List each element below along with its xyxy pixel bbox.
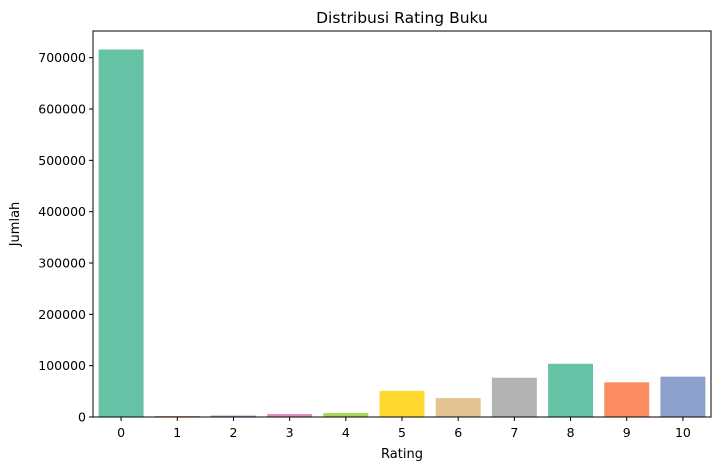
bar-rating-8 [548, 363, 594, 417]
bar-rating-4 [323, 413, 369, 417]
y-tick-label: 100000 [38, 358, 86, 373]
y-tick-label: 600000 [38, 102, 86, 117]
bar-rating-5 [379, 390, 425, 417]
y-tick-label: 500000 [38, 153, 86, 168]
y-tick-label: 700000 [38, 50, 86, 65]
x-tick-label: 5 [398, 425, 406, 440]
plot-frame [92, 30, 712, 418]
x-tick-label: 4 [342, 425, 350, 440]
y-tick-label: 400000 [38, 204, 86, 219]
y-tick-label: 0 [78, 410, 86, 425]
y-axis-label: Jumlah [8, 202, 23, 248]
y-axis: 0 100000 200000 300000 400000 500000 600000 700… [38, 50, 93, 425]
bar-rating-2 [210, 415, 256, 417]
x-axis: 0 1 2 3 4 5 6 7 8 9 10 [117, 417, 691, 440]
chart-title: Distribusi Rating Buku [316, 9, 488, 27]
x-tick-label: 3 [286, 425, 294, 440]
bar-rating-0 [98, 49, 144, 417]
x-tick-label: 1 [173, 425, 181, 440]
bar-rating-9 [604, 382, 650, 417]
bar-rating-7 [491, 377, 537, 417]
bar-rating-6 [435, 398, 481, 417]
x-tick-label: 6 [454, 425, 462, 440]
x-tick-label: 8 [567, 425, 575, 440]
x-tick-label: 7 [510, 425, 518, 440]
x-tick-label: 2 [229, 425, 237, 440]
x-tick-label: 0 [117, 425, 125, 440]
bar-rating-3 [267, 414, 313, 417]
x-axis-label: Rating [381, 447, 423, 462]
x-tick-label: 9 [623, 425, 631, 440]
y-tick-label: 200000 [38, 307, 86, 322]
x-tick-label: 10 [675, 425, 691, 440]
bars-group [98, 49, 706, 417]
y-tick-label: 300000 [38, 256, 86, 271]
bar-rating-10 [660, 376, 706, 417]
